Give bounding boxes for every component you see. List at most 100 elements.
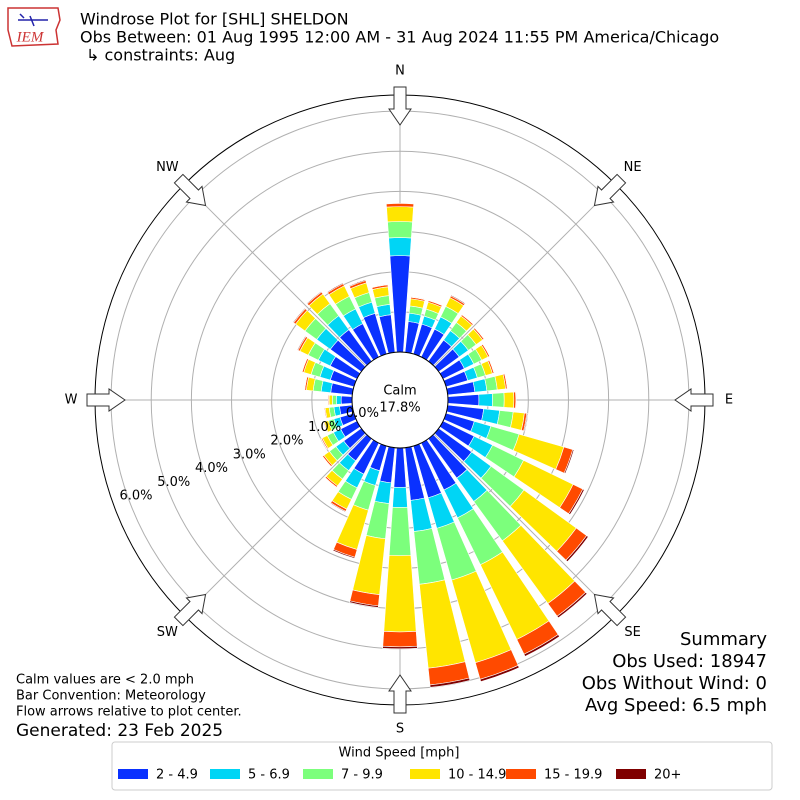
bar-segment (503, 391, 515, 409)
spoke (433, 183, 617, 367)
compass-label: W (65, 393, 78, 408)
bar-segment (410, 296, 426, 301)
legend-label: 2 - 4.9 (156, 768, 198, 783)
bar-segment (492, 392, 505, 408)
bar-segment (568, 488, 585, 516)
bar-segment (326, 282, 344, 294)
bar-segment (385, 203, 415, 208)
bar-segment (479, 665, 520, 682)
legend-box (111, 741, 773, 791)
spoke (183, 183, 367, 367)
bar-segment (461, 313, 474, 325)
bar-segment (320, 438, 328, 450)
bar-segment (371, 284, 389, 288)
bar-segment (563, 449, 575, 474)
note: Bar Convention: Meteorology (16, 689, 206, 704)
flow-arrow (593, 173, 627, 207)
bar-segment (410, 497, 433, 532)
r-tick-label: 6.0% (119, 489, 152, 504)
note: Flow arrows relative to plot center. (16, 705, 242, 720)
constraints: ↳ constraints: Aug (86, 46, 235, 65)
chart-title: Windrose Plot for [SHL] SHELDON (80, 10, 349, 29)
generated: Generated: 23 Feb 2025 (16, 721, 223, 741)
legend-swatch (616, 769, 646, 779)
r-tick-label: 3.0% (233, 447, 266, 462)
bar-segment (481, 408, 500, 425)
calm-label: Calm (383, 384, 416, 399)
bar-segment (382, 645, 418, 650)
legend-label: 20+ (654, 768, 681, 783)
bar-segment (388, 506, 412, 556)
flow-arrow (173, 173, 207, 207)
summary-title: Summary (680, 629, 767, 650)
spoke (433, 433, 617, 617)
flow-arrow (674, 388, 714, 412)
summary-line: Obs Used: 18947 (612, 651, 767, 672)
bar-segment (332, 394, 337, 406)
bar-segment (478, 393, 493, 407)
legend: 2 - 4.9 5 - 6.9 7 - 9.9 10 - 14.9 15 - 19.9 2… (118, 768, 681, 783)
calm-circle (351, 351, 449, 449)
bar-segment (304, 376, 308, 391)
spoke (183, 433, 367, 617)
logo-icon (18, 13, 48, 27)
calm-value: 17.8% (379, 401, 420, 416)
bar-segment (328, 394, 330, 406)
bar-segment (393, 447, 407, 488)
legend-label: 10 - 14.9 (448, 768, 506, 783)
r-tick-label: 4.0% (195, 461, 228, 476)
bar-segment (322, 421, 328, 433)
chart-subtitle: Obs Between: 01 Aug 1995 12:00 AM - 31 A… (80, 28, 719, 47)
legend-swatch (118, 769, 148, 779)
bar-segment (292, 307, 306, 324)
bar-segment (301, 358, 308, 373)
logo: IEM (7, 7, 61, 47)
compass-label: NW (156, 160, 179, 175)
flow-arrow (173, 593, 207, 627)
bar-segment (388, 237, 412, 257)
legend-swatch (410, 769, 440, 779)
compass-label: SW (157, 625, 178, 640)
r-tick-label: 2.0% (270, 434, 303, 449)
bar-segment (504, 373, 508, 390)
polar-plot: 0.0% 1.0% 2.0% 3.0% 4.0% 5.0% 6.0% Calm 17.8% N NE… (65, 64, 734, 737)
legend-swatch (210, 769, 240, 779)
bar-segment (340, 395, 353, 405)
bar-segment (374, 480, 392, 504)
bar-segment (306, 290, 322, 305)
bar-segment (450, 294, 466, 305)
bar-segment (523, 412, 528, 432)
bar-segment (383, 554, 417, 633)
legend-label: 5 - 6.9 (248, 768, 290, 783)
logo-outline (7, 7, 61, 47)
logo-text: IEM (16, 29, 45, 45)
legend-label: 7 - 9.9 (341, 768, 383, 783)
flow-arrow (388, 86, 412, 126)
summary-line: Avg Speed: 6.5 mph (585, 695, 767, 716)
legend-label: 15 - 19.9 (544, 768, 602, 783)
bar-segment (523, 634, 560, 657)
bar-segment (349, 600, 379, 608)
note: Calm values are < 2.0 mph (16, 673, 194, 688)
bar-segment (392, 486, 408, 508)
flow-arrow (388, 674, 412, 714)
bar-segment (556, 591, 588, 619)
bar-segment (386, 206, 414, 223)
bar-segment (482, 343, 491, 357)
bar-segment (472, 378, 488, 393)
bar-segment (329, 502, 347, 513)
flow-arrow (593, 593, 627, 627)
bar-segment (428, 299, 443, 306)
bar-segment (382, 631, 418, 648)
bar-segment (565, 535, 589, 563)
bar-segment (321, 455, 332, 468)
legend-swatch (506, 769, 536, 779)
bar-segment (447, 394, 480, 406)
bar-segment (488, 359, 495, 374)
compass-label: SE (624, 625, 640, 640)
bar-segment (336, 504, 369, 550)
r-tick-label: 1.0% (308, 420, 341, 435)
bar-segment (348, 279, 367, 287)
bar-segment (328, 394, 333, 406)
